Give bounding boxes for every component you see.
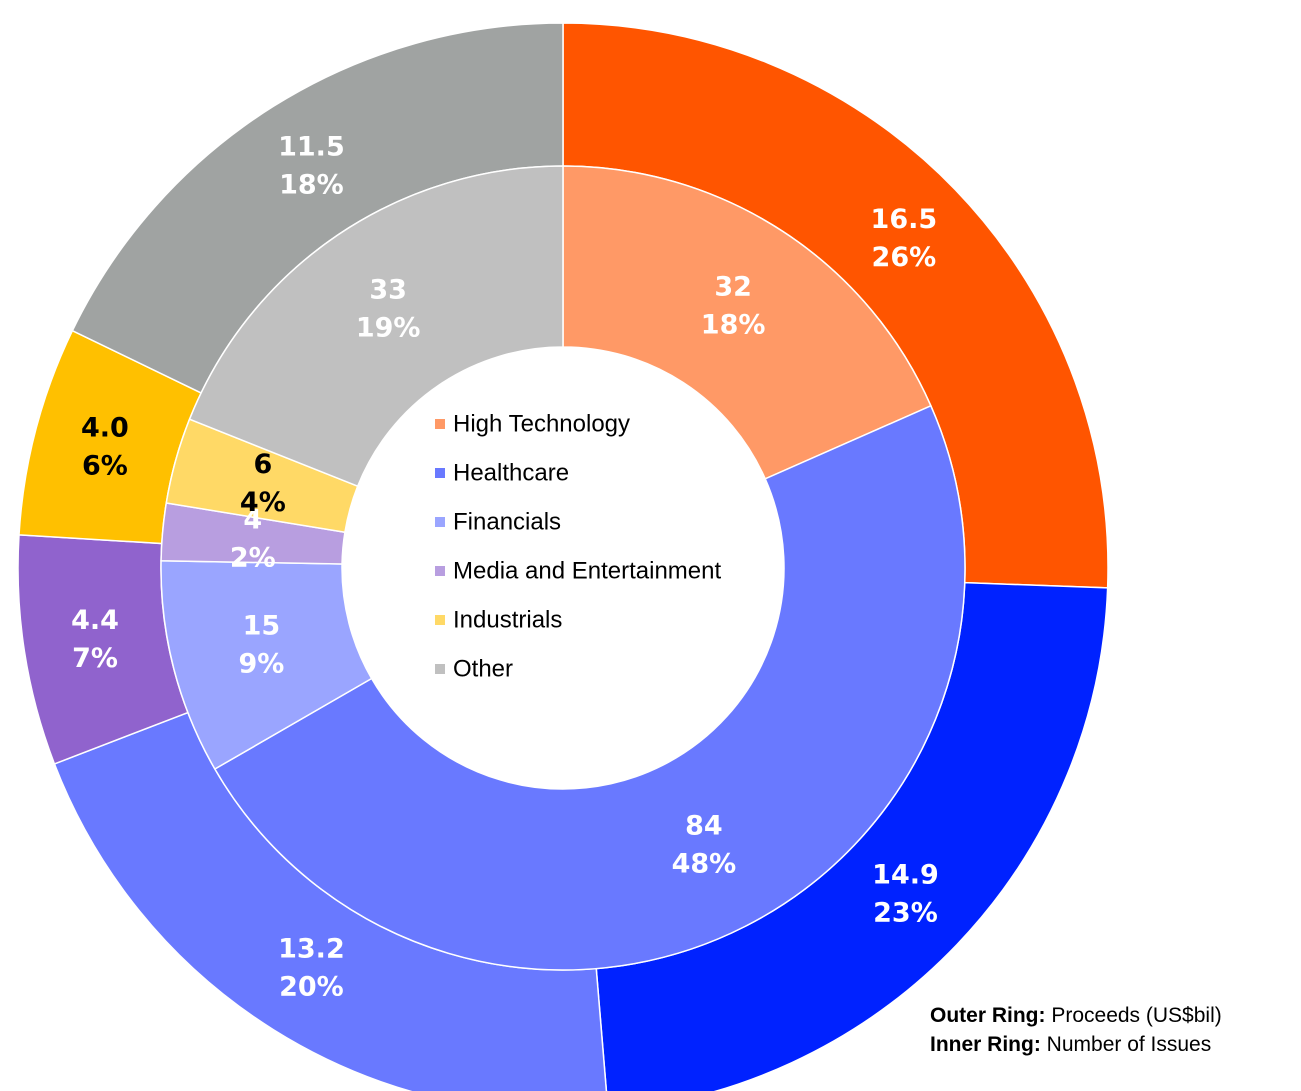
value-label: 4.0 [81,413,129,444]
note-text: Number of Issues [1047,1033,1212,1056]
note: Outer Ring: Proceeds (US$bil) [930,1004,1222,1027]
share-label: 2% [230,542,276,573]
share-label: 6% [82,451,128,482]
note-key: Inner Ring: [930,1033,1041,1056]
value-label: 15 [243,610,281,641]
share-label: 7% [72,643,118,674]
share-label: 18% [279,169,344,200]
slice [562,165,932,480]
legend-swatch [435,419,445,429]
value-label: 13.2 [278,934,345,965]
legend: High Technology Healthcare Financials Media… [435,410,721,682]
value-label: 4 [243,504,262,535]
legend-swatch [435,517,445,527]
value-label: 11.5 [278,131,345,162]
share-label: 19% [356,313,421,344]
share-label: 18% [701,310,766,341]
share-label: 20% [279,972,344,1003]
value-label: 4.4 [71,605,119,636]
slice [213,404,966,971]
slices [17,22,1109,1091]
value-label: 6 [253,449,272,480]
legend-label: Other [453,655,513,682]
share-label: 4% [240,487,286,518]
legend-label: High Technology [453,410,630,437]
legend-swatch [435,468,445,478]
note: Inner Ring: Number of Issues [930,1033,1211,1056]
share-label: 23% [873,897,938,928]
value-label: 84 [685,810,723,841]
share-label: 48% [672,848,737,879]
labels: 16.5 26% 14.9 23% 13.2 20% 4.4 7% 4.0 6% 11.5 18% 32… [71,131,939,1002]
legend-label: Healthcare [453,459,569,486]
legend-label: Industrials [453,606,562,633]
value-label: 32 [714,272,752,303]
legend-label: Financials [453,508,561,535]
legend-swatch [435,615,445,625]
note-key: Outer Ring: [930,1004,1046,1027]
share-label: 26% [872,242,937,273]
legend-swatch [435,664,445,674]
value-label: 33 [369,275,407,306]
share-label: 9% [238,648,284,679]
legend-label: Media and Entertainment [453,557,721,584]
note-text: Proceeds (US$bil) [1051,1004,1221,1027]
slice [188,165,564,488]
value-label: 14.9 [872,859,939,890]
value-label: 16.5 [871,204,938,235]
legend-swatch [435,566,445,576]
